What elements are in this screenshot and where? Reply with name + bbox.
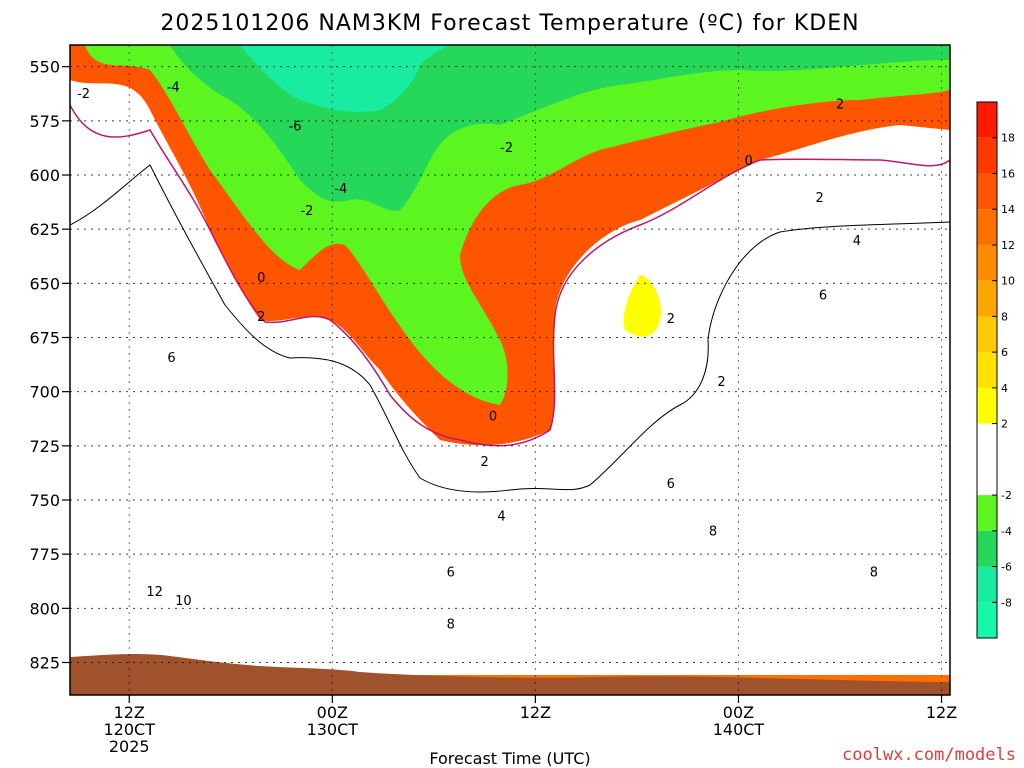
- colorbar-tick-label: 4: [1001, 382, 1008, 395]
- contour-label: 8: [709, 525, 717, 540]
- colorbar-segment: [977, 495, 997, 531]
- y-tick-label: 800: [29, 599, 60, 618]
- chart-title: 2025101206 NAM3KM Forecast Temperature (…: [160, 11, 859, 36]
- colorbar-segment: [977, 530, 997, 567]
- contour-label: 2: [480, 455, 488, 470]
- contour-label: -6: [289, 119, 302, 134]
- x-tick-label: 00Z: [317, 703, 348, 722]
- colorbar-tick-label: 16: [1001, 167, 1015, 180]
- contour-label: 8: [447, 618, 455, 633]
- y-axis: 550 575 600 625 650 675 700 725 750 775 800 825: [29, 58, 70, 673]
- contour-label: 12: [146, 585, 163, 600]
- colorbar-tick-label: 14: [1001, 203, 1015, 216]
- y-tick-label: 825: [29, 654, 60, 673]
- y-tick-label: 600: [29, 166, 60, 185]
- x-tick-label: 12Z: [926, 703, 957, 722]
- colorbar-segment: [977, 316, 997, 353]
- y-tick-label: 575: [29, 112, 60, 131]
- colorbar-tick-label: 6: [1001, 346, 1008, 359]
- contour-label: 0: [257, 271, 265, 286]
- colorbar-segment: [977, 602, 997, 638]
- contour-label: 2: [717, 375, 725, 390]
- x-tick-label: 00Z: [723, 703, 754, 722]
- colorbar-segment: [977, 173, 997, 210]
- contour-label: 2: [667, 312, 675, 327]
- contour-line-zero: [70, 104, 950, 447]
- colorbar: 18 16 14 12 10 8 6 4 2 -2 -4 -6 -8: [976, 101, 1015, 639]
- contour-label: 6: [819, 288, 827, 303]
- x-tick-label: 120CT: [103, 720, 155, 739]
- colorbar-segment: [977, 387, 997, 424]
- contour-label: 6: [447, 566, 455, 581]
- temperature-band-neg8-neg6: [240, 45, 450, 112]
- x-tick-label: 140CT: [713, 720, 765, 739]
- colorbar-segment: [977, 423, 997, 496]
- y-tick-label: 775: [29, 545, 60, 564]
- contour-label: 2: [257, 310, 265, 325]
- y-tick-label: 725: [29, 437, 60, 456]
- colorbar-tick-label: 10: [1001, 275, 1015, 288]
- x-tick-label: 130CT: [307, 720, 359, 739]
- colorbar-segment: [977, 244, 997, 281]
- contour-label: 8: [870, 566, 878, 581]
- contour-label: 0: [489, 410, 497, 425]
- colorbar-segment: [977, 352, 997, 388]
- temperature-band-neg2-2: [70, 80, 950, 675]
- colorbar-tick-label: -6: [1001, 561, 1012, 574]
- colorbar-segment: [977, 566, 997, 603]
- contour-label: -2: [77, 87, 90, 102]
- colorbar-tick-label: -8: [1001, 596, 1012, 609]
- contour-label: 4: [497, 509, 505, 524]
- plot-frame: [69, 44, 951, 696]
- y-tick-label: 675: [29, 329, 60, 348]
- contour-label: 0: [744, 154, 752, 169]
- contour-label: 4: [853, 234, 861, 249]
- contour-label: 6: [667, 477, 675, 492]
- temperature-band-0-2-gap: [623, 275, 661, 337]
- colorbar-tick-label: -4: [1001, 525, 1012, 538]
- x-axis-label: Forecast Time (UTC): [429, 749, 590, 768]
- contour-line-2: [70, 164, 950, 493]
- y-tick-label: 625: [29, 220, 60, 239]
- y-tick-label: 550: [29, 58, 60, 77]
- contour-label: 2: [816, 191, 824, 206]
- terrain-ground: [70, 654, 950, 695]
- colorbar-frame: [976, 101, 998, 639]
- contour-label: 6: [167, 351, 175, 366]
- y-tick-label: 650: [29, 274, 60, 293]
- contour-label: -2: [300, 204, 313, 219]
- colorbar-tick-label: 2: [1001, 418, 1008, 431]
- contour-labels: -2 -4 -6 -4 -2 -2 2 0 2 4 6 0 2 2 2 0 2 4 6 8 6 8 6 12 10 8: [77, 80, 878, 633]
- colorbar-segment: [977, 137, 997, 174]
- contour-label: -4: [334, 182, 347, 197]
- contour-label: -2: [500, 141, 513, 156]
- y-tick-label: 700: [29, 383, 60, 402]
- plot-area: [70, 45, 950, 695]
- contour-label: -4: [167, 80, 180, 95]
- x-tick-label: 12Z: [114, 703, 145, 722]
- contour-label: 10: [175, 594, 192, 609]
- colorbar-segment: [977, 280, 997, 317]
- colorbar-segment: [977, 209, 997, 245]
- y-tick-label: 750: [29, 491, 60, 510]
- x-tick-label: 2025: [109, 737, 150, 756]
- colorbar-tick-label: -2: [1001, 489, 1012, 502]
- x-tick-label: 12Z: [520, 703, 551, 722]
- contour-label: 2: [836, 98, 844, 113]
- credit-text: coolwx.com/models: [842, 745, 1016, 765]
- colorbar-tick-label: 18: [1001, 132, 1015, 145]
- colorbar-tick-label: 12: [1001, 239, 1015, 252]
- colorbar-segment: [977, 102, 997, 138]
- colorbar-tick-label: 8: [1001, 310, 1008, 323]
